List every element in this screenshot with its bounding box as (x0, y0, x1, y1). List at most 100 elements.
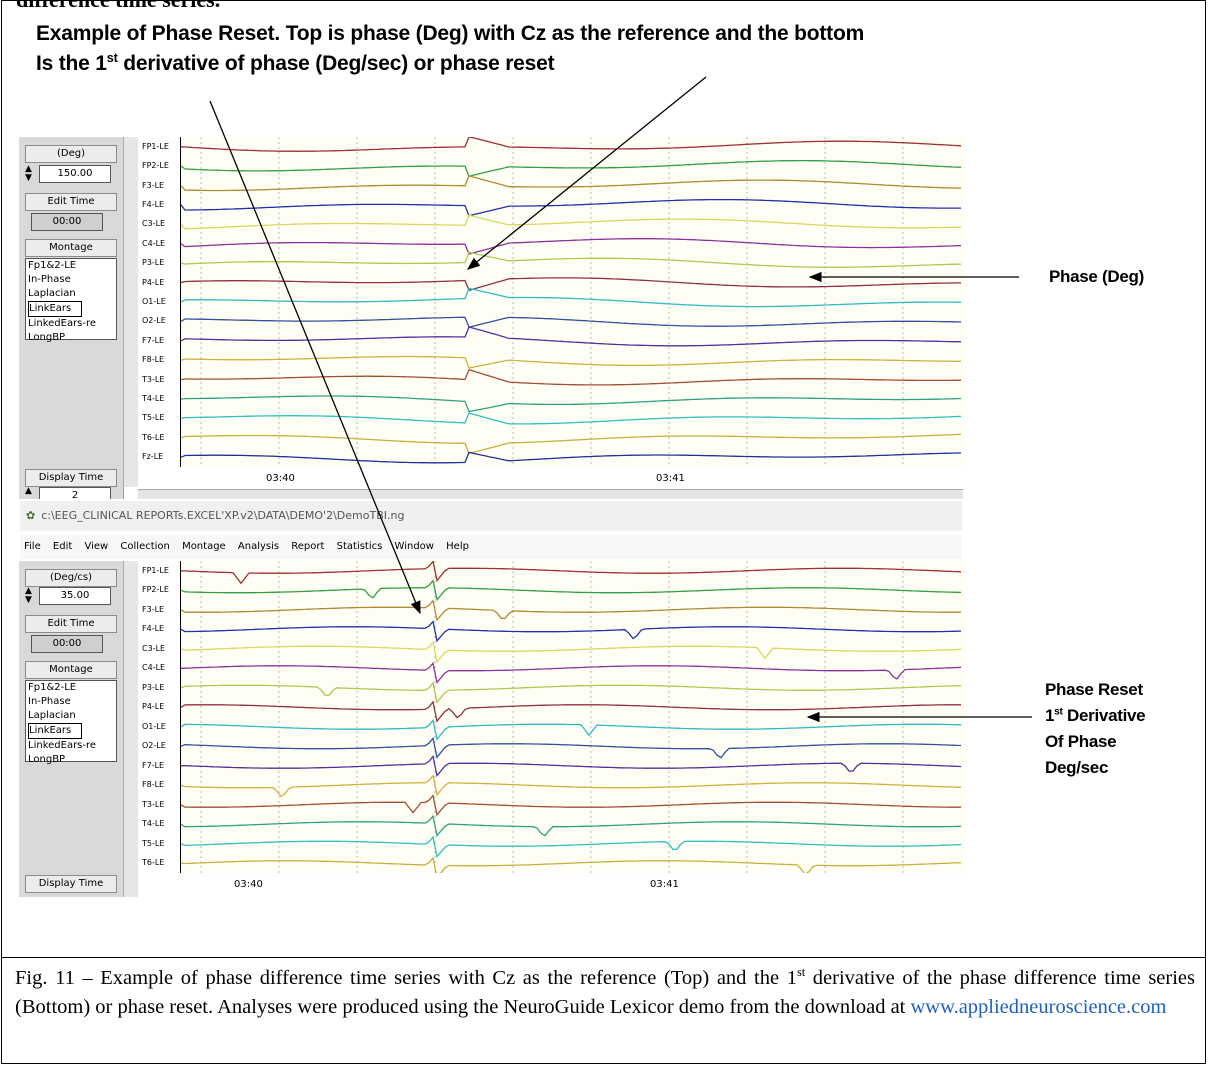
bottom-montage-button[interactable]: Montage (25, 661, 117, 679)
headline-line-2-post: derivative of phase (Deg/sec) or phase r… (117, 52, 555, 75)
phase-reset-trace-c4-le (180, 661, 962, 684)
time-tick: 03:40 (234, 879, 263, 890)
channel-label: Fz-LE (142, 452, 164, 462)
top-unit-button[interactable]: (Deg) (25, 145, 117, 163)
cut-heading: difference time series. (16, 0, 220, 13)
top-phase-traces (180, 137, 962, 467)
label-sup: st (1054, 706, 1063, 718)
label-line-2-pre: 1 (1045, 706, 1055, 725)
channel-label: O2-LE (142, 316, 166, 326)
channel-label: P4-LE (142, 277, 165, 287)
montage-option-selected[interactable]: LinkEars (28, 301, 82, 317)
bottom-vertical-scrollbar[interactable] (123, 561, 138, 897)
headline-line-2-pre: Is the 1 (36, 52, 107, 75)
window-title-bar: ✿ c:\EEG_CLINICAL REPORTs.EXCEL'XP.v2\DAT… (20, 501, 962, 531)
caption-link[interactable]: www.appliedneuroscience.com (910, 996, 1167, 1018)
label-phase-reset-line-2: 1st Derivative (1045, 703, 1146, 729)
channel-label: F4-LE (142, 624, 165, 634)
montage-option[interactable]: LinkedEars-re (28, 740, 97, 751)
phase-reset-trace-fp2-le (180, 579, 962, 602)
menu-edit[interactable]: Edit (52, 541, 73, 552)
phase-reset-trace-p3-le (180, 681, 962, 704)
headline-sup: st (106, 51, 118, 65)
phase-trace-t4-le (180, 395, 962, 413)
window-title: c:\EEG_CLINICAL REPORTs.EXCEL'XP.v2\DATA… (41, 509, 405, 522)
top-horizontal-scrollbar[interactable] (138, 489, 963, 499)
arrow-headline-to-bottom-trace (209, 100, 421, 615)
headline-line-2: Is the 1st derivative of phase (Deg/sec)… (36, 49, 864, 79)
top-display-time-button[interactable]: Display Time (25, 469, 117, 487)
montage-option-selected[interactable]: LinkEars (28, 723, 82, 739)
phase-reset-trace-f8-le (180, 774, 962, 798)
phase-reset-trace-fp1-le (180, 561, 962, 585)
menu-statistics[interactable]: Statistics (336, 541, 383, 552)
bottom-montage-list[interactable]: Fp1&2-LE In-Phase Laplacian LinkEars Lin… (25, 680, 117, 765)
channel-label: T5-LE (142, 413, 165, 423)
top-control-panel: (Deg) ▲ ▼ 150.00 Edit Time 00:00 Montage … (19, 137, 124, 499)
phase-reset-trace-f7-le (180, 755, 962, 778)
phase-trace-c3-le (180, 214, 962, 230)
menu-report[interactable]: Report (291, 541, 325, 552)
time-tick: 03:41 (650, 879, 679, 890)
top-edit-time-field: 00:00 (31, 213, 103, 231)
montage-option[interactable]: In-Phase (28, 274, 71, 285)
channel-label: T5-LE (142, 838, 165, 848)
top-montage-list[interactable]: Fp1&2-LE In-Phase Laplacian LinkEars Lin… (25, 258, 117, 343)
phase-trace-f7-le (180, 326, 962, 347)
top-scale-input[interactable]: 150.00 (39, 165, 111, 183)
top-trace-area (180, 137, 963, 467)
montage-option[interactable]: Fp1&2-LE (28, 260, 77, 271)
figure-caption: Fig. 11 – Example of phase difference ti… (15, 964, 1195, 1022)
top-edit-time-button[interactable]: Edit Time (25, 193, 117, 211)
phase-trace-fp2-le (180, 159, 962, 177)
channel-label: O1-LE (142, 297, 166, 306)
bottom-edit-time-button[interactable]: Edit Time (25, 615, 117, 633)
bottom-time-axis: 03:40 03:41 (180, 873, 963, 897)
channel-label: F8-LE (142, 780, 165, 790)
label-line-2-post: Derivative (1062, 706, 1146, 725)
bottom-display-time-button[interactable]: Display Time (25, 875, 117, 893)
phase-reset-trace-t3-le (180, 794, 961, 817)
montage-option[interactable]: Laplacian (28, 288, 76, 299)
montage-option[interactable]: LinkedEars-re (28, 318, 97, 329)
channel-label: FP2-LE (142, 161, 169, 171)
channel-label: C3-LE (142, 219, 166, 229)
channel-label: F4-LE (142, 199, 165, 209)
montage-option[interactable]: Fp1&2-LE (28, 682, 77, 693)
menu-window[interactable]: Window (394, 541, 434, 552)
montage-option[interactable]: Laplacian (28, 710, 76, 721)
montage-option[interactable]: LongBP (28, 754, 66, 765)
menu-analysis[interactable]: Analysis (237, 541, 280, 552)
menu-file[interactable]: File (24, 541, 41, 552)
bottom-channel-labels: FP1-LE FP2-LE F3-LE F4-LE C3-LE C4-LE P3-LE P4-… (138, 561, 180, 873)
menu-help[interactable]: Help (446, 541, 469, 552)
top-scale-spinner[interactable]: ▲ ▼ (25, 164, 32, 183)
menu-view[interactable]: View (84, 541, 109, 552)
bottom-unit-button[interactable]: (Deg/cs) (25, 569, 117, 587)
channel-label: FP1-LE (142, 565, 169, 575)
figure-headline: Example of Phase Reset. Top is phase (De… (36, 19, 864, 79)
phase-trace-f8-le (180, 355, 961, 369)
channel-label: T4-LE (142, 819, 165, 829)
headline-line-1: Example of Phase Reset. Top is phase (De… (36, 22, 865, 45)
top-channel-labels: FP1-LE FP2-LE F3-LE F4-LE C3-LE C4-LE P3-LE P4-… (138, 137, 180, 467)
top-display-time-spinner[interactable]: ▲ (25, 486, 32, 496)
top-display-time-input[interactable]: 2 (39, 487, 111, 499)
bottom-scale-spinner[interactable]: ▲ ▼ (25, 586, 32, 605)
menu-collection[interactable]: Collection (120, 541, 170, 552)
montage-option[interactable]: In-Phase (28, 696, 71, 707)
top-vertical-scrollbar[interactable] (123, 137, 138, 487)
top-montage-button[interactable]: Montage (25, 239, 117, 257)
top-time-axis: 03:40 03:41 (180, 467, 963, 489)
montage-option[interactable]: LongBP (28, 332, 66, 343)
channel-label: F3-LE (142, 180, 165, 190)
phase-trace-fp1-le (180, 137, 962, 152)
phase-reset-trace-o1-le (180, 718, 962, 741)
label-phase-reset-line-1: Phase Reset (1045, 680, 1143, 699)
bottom-scale-input[interactable]: 35.00 (39, 587, 111, 605)
menu-bar: File Edit View Collection Montage Analys… (20, 535, 962, 559)
channel-label: P4-LE (142, 702, 165, 712)
phase-trace-p3-le (180, 251, 962, 268)
menu-montage[interactable]: Montage (182, 541, 226, 552)
